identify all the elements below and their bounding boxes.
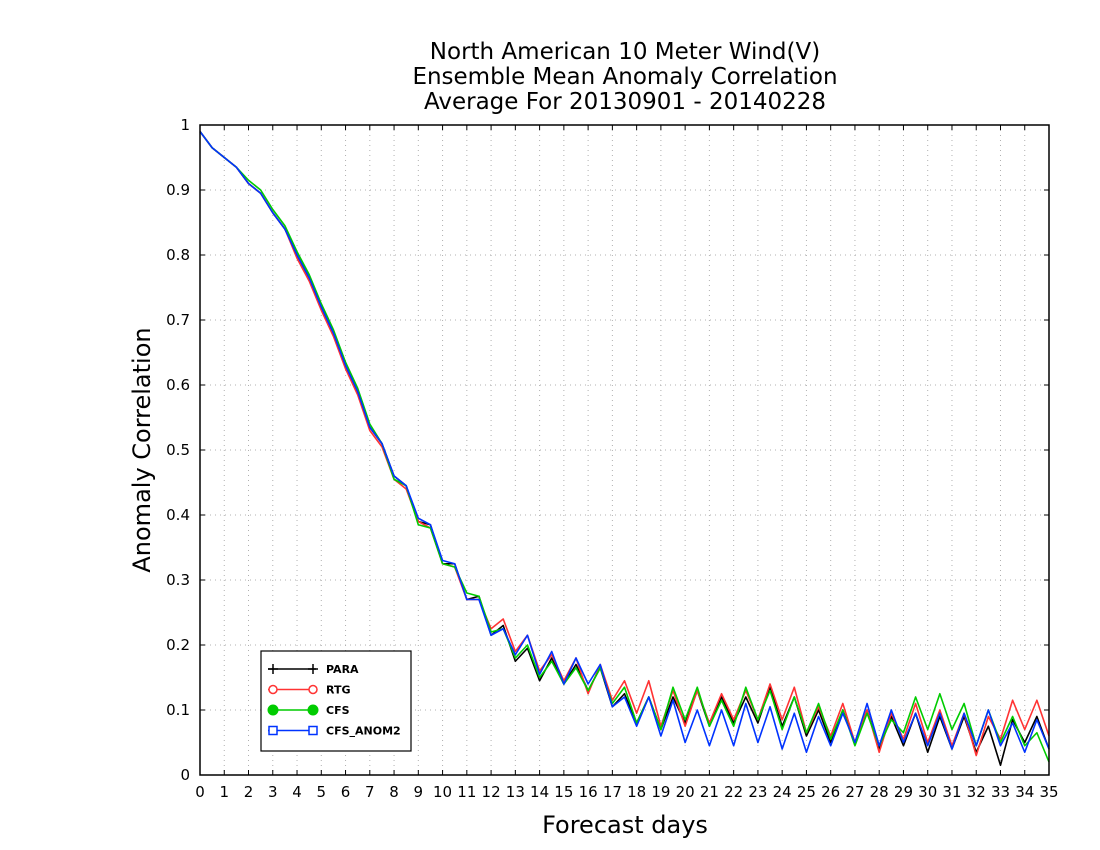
x-tick-label: 21 (700, 783, 719, 801)
legend-item-cfs-anom2: CFS_ANOM2 (268, 725, 401, 738)
legend: PARA RTG CFS CFS_ANOM2 (260, 650, 412, 752)
x-tick-label: 8 (389, 783, 399, 801)
x-tick-label: 7 (365, 783, 375, 801)
grid (200, 125, 1049, 775)
series-line-cfs-anom2 (199, 131, 1050, 754)
x-tick-label: 35 (1039, 783, 1058, 801)
x-tick-label: 27 (845, 783, 864, 801)
x-tick-label: 2 (244, 783, 254, 801)
x-tick-label: 22 (724, 783, 743, 801)
x-tick-label: 34 (1015, 783, 1034, 801)
x-tick-label: 32 (967, 783, 986, 801)
legend-marker (267, 704, 279, 716)
y-tick-label: 0.9 (166, 181, 190, 199)
x-tick-label: 29 (894, 783, 913, 801)
y-tick-label: 0.5 (166, 441, 190, 459)
x-tick-label: 13 (506, 783, 525, 801)
legend-marker (268, 684, 278, 695)
x-tick-label: 20 (676, 783, 695, 801)
y-axis-label: Anomaly Correlation (128, 327, 156, 572)
x-axis-label: Forecast days (542, 811, 708, 839)
y-tick-label: 0.7 (166, 311, 190, 329)
legend-item-cfs: CFS (267, 704, 350, 717)
x-tick-label: 16 (579, 783, 598, 801)
ticks: 0 1 2 3 4 5 6 7 8 9 10 11 12 13 14 15 16 17 18 19 20 21 22 23 24… (166, 116, 1058, 801)
y-tick-label: 0.1 (166, 701, 190, 719)
x-tick-label: 10 (433, 783, 452, 801)
x-tick-label: 0 (195, 783, 205, 801)
legend-marker (308, 725, 318, 736)
y-tick-label: 0.3 (166, 571, 190, 589)
legend-label: CFS (326, 704, 350, 717)
chart-title: North American 10 Meter Wind(V) Ensemble… (412, 39, 837, 115)
x-tick-label: 6 (341, 783, 351, 801)
x-tick-label: 24 (773, 783, 792, 801)
legend-box (260, 650, 412, 752)
chart-title-line-3: Average For 20130901 - 20140228 (424, 89, 826, 115)
series-line-cfs (199, 131, 1050, 763)
x-tick-label: 33 (991, 783, 1010, 801)
x-tick-label: 9 (414, 783, 424, 801)
x-tick-label: 12 (482, 783, 501, 801)
legend-item-para: PARA (268, 663, 359, 676)
y-tick-label: 0 (180, 766, 190, 784)
x-tick-label: 23 (748, 783, 767, 801)
y-tick-label: 0.2 (166, 636, 190, 654)
x-tick-label: 1 (219, 783, 229, 801)
legend-item-rtg: RTG (268, 684, 351, 697)
x-tick-label: 17 (603, 783, 622, 801)
legend-label: PARA (326, 663, 359, 676)
x-tick-label: 11 (457, 783, 476, 801)
x-tick-label: 3 (268, 783, 278, 801)
x-tick-label: 31 (942, 783, 961, 801)
y-tick-label: 1 (180, 116, 190, 134)
chart-title-line-2: Ensemble Mean Anomaly Correlation (412, 64, 837, 90)
x-tick-label: 19 (651, 783, 670, 801)
x-tick-label: 26 (821, 783, 840, 801)
x-tick-label: 5 (317, 783, 327, 801)
x-tick-label: 18 (627, 783, 646, 801)
x-tick-label: 30 (918, 783, 937, 801)
legend-marker (308, 684, 318, 695)
legend-label: CFS_ANOM2 (326, 725, 401, 738)
legend-marker (268, 725, 278, 736)
y-tick-label: 0.4 (166, 506, 190, 524)
chart-title-line-1: North American 10 Meter Wind(V) (430, 39, 820, 65)
x-tick-label: 14 (530, 783, 549, 801)
x-tick-label: 15 (554, 783, 573, 801)
legend-marker (307, 704, 319, 716)
y-tick-label: 0.8 (166, 246, 190, 264)
legend-label: RTG (326, 684, 351, 697)
series-layer (199, 131, 1050, 767)
x-tick-label: 28 (870, 783, 889, 801)
x-tick-label: 25 (797, 783, 816, 801)
series-line-rtg (199, 131, 1050, 757)
x-tick-label: 4 (292, 783, 302, 801)
y-tick-label: 0.6 (166, 376, 190, 394)
